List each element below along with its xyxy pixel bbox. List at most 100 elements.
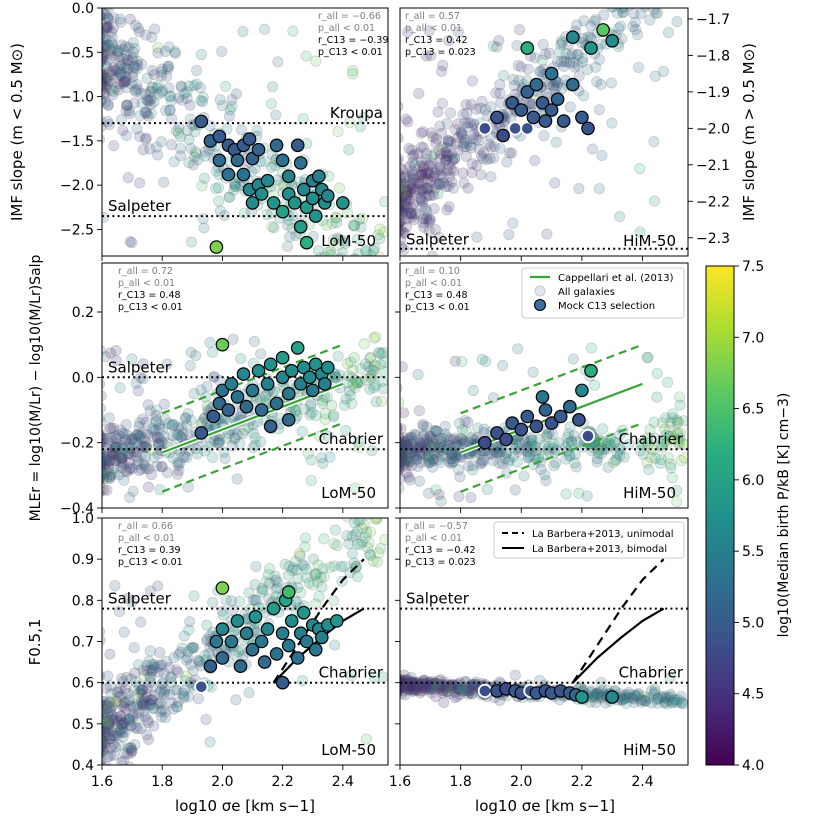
y-tick-label: −2.2 bbox=[696, 194, 730, 210]
all-galaxy-point bbox=[347, 379, 359, 391]
all-galaxy-point bbox=[108, 61, 120, 74]
all-galaxy-point bbox=[432, 179, 444, 191]
c13-galaxy-point bbox=[544, 103, 559, 117]
all-galaxy-point bbox=[437, 680, 449, 692]
all-galaxy-point bbox=[593, 104, 605, 116]
all-galaxy-point bbox=[534, 65, 546, 77]
all-galaxy-point bbox=[152, 697, 164, 709]
all-galaxy-point bbox=[413, 676, 425, 688]
all-galaxy-point bbox=[169, 47, 181, 59]
all-galaxy-point bbox=[427, 679, 439, 691]
all-galaxy-point bbox=[173, 92, 185, 104]
all-galaxy-point bbox=[415, 193, 427, 205]
all-galaxy-point bbox=[457, 685, 469, 697]
all-galaxy-point bbox=[106, 26, 118, 38]
all-galaxy-point bbox=[462, 182, 474, 194]
all-galaxy-point bbox=[132, 707, 144, 719]
all-galaxy-point bbox=[368, 242, 381, 254]
all-galaxy-point bbox=[450, 682, 462, 694]
all-galaxy-point bbox=[104, 705, 117, 717]
all-galaxy-point bbox=[362, 268, 372, 278]
all-galaxy-point bbox=[247, 427, 259, 439]
all-galaxy-point bbox=[140, 29, 152, 41]
all-galaxy-point bbox=[102, 75, 108, 87]
all-galaxy-point bbox=[434, 178, 446, 190]
all-galaxy-point bbox=[107, 89, 119, 101]
all-galaxy-point bbox=[447, 154, 459, 166]
all-galaxy-point bbox=[406, 168, 418, 180]
all-galaxy-point bbox=[417, 196, 429, 208]
all-galaxy-point bbox=[430, 425, 442, 437]
all-galaxy-point bbox=[461, 107, 473, 119]
c13-galaxy-point bbox=[245, 383, 260, 398]
all-galaxy-point bbox=[458, 684, 470, 696]
all-galaxy-point bbox=[400, 460, 405, 472]
all-galaxy-point bbox=[400, 445, 404, 456]
c13-galaxy-point bbox=[538, 403, 553, 417]
all-galaxy-point bbox=[434, 456, 446, 468]
all-galaxy-point bbox=[533, 433, 545, 445]
all-galaxy-point bbox=[146, 31, 158, 43]
all-galaxy-point bbox=[102, 34, 108, 46]
all-galaxy-point bbox=[553, 437, 565, 449]
all-galaxy-point bbox=[635, 695, 647, 707]
all-galaxy-point bbox=[148, 720, 160, 732]
all-galaxy-point bbox=[104, 470, 116, 482]
all-galaxy-point bbox=[108, 738, 120, 751]
all-galaxy-point bbox=[400, 203, 405, 215]
all-galaxy-point bbox=[265, 98, 277, 110]
all-galaxy-point bbox=[179, 450, 191, 462]
all-galaxy-point bbox=[605, 8, 617, 13]
all-galaxy-point bbox=[102, 89, 111, 101]
all-galaxy-point bbox=[179, 88, 191, 100]
reference-label: Salpeter bbox=[406, 590, 470, 608]
all-galaxy-point bbox=[189, 125, 201, 137]
all-galaxy-point bbox=[335, 560, 347, 572]
all-galaxy-point bbox=[102, 451, 105, 461]
all-galaxy-point bbox=[317, 394, 329, 406]
all-galaxy-point bbox=[568, 61, 581, 73]
all-galaxy-point bbox=[352, 518, 364, 527]
all-galaxy-point bbox=[135, 722, 147, 735]
all-galaxy-point bbox=[412, 681, 424, 693]
panel-label: HiM-50 bbox=[623, 741, 676, 759]
all-galaxy-point bbox=[589, 15, 601, 27]
all-galaxy-point bbox=[429, 425, 441, 437]
all-galaxy-point bbox=[405, 179, 417, 191]
all-galaxy-point bbox=[415, 446, 427, 458]
all-galaxy-point bbox=[403, 456, 415, 468]
all-galaxy-point bbox=[141, 665, 153, 677]
all-galaxy-point bbox=[424, 168, 436, 180]
all-galaxy-point bbox=[141, 682, 153, 694]
all-galaxy-point bbox=[632, 61, 645, 73]
all-galaxy-point bbox=[148, 703, 160, 715]
all-galaxy-point bbox=[400, 454, 404, 465]
all-galaxy-point bbox=[427, 461, 439, 473]
all-galaxy-point bbox=[156, 63, 168, 75]
all-galaxy-point bbox=[171, 433, 183, 445]
all-galaxy-point bbox=[663, 430, 675, 442]
all-galaxy-point bbox=[207, 346, 219, 358]
all-galaxy-point bbox=[116, 457, 128, 469]
c13-galaxy-point bbox=[233, 659, 248, 673]
all-galaxy-point bbox=[162, 61, 174, 73]
all-galaxy-point bbox=[270, 109, 282, 121]
c13-galaxy-point bbox=[477, 121, 492, 136]
all-galaxy-point bbox=[404, 474, 416, 486]
axes-frame bbox=[101, 262, 389, 509]
all-galaxy-point bbox=[674, 437, 686, 449]
all-galaxy-point bbox=[363, 268, 373, 278]
all-galaxy-point bbox=[332, 126, 344, 138]
all-galaxy-point bbox=[114, 382, 126, 394]
all-galaxy-point bbox=[448, 165, 460, 177]
all-galaxy-point bbox=[102, 72, 109, 84]
all-galaxy-point bbox=[126, 596, 138, 608]
all-galaxy-point bbox=[366, 445, 378, 457]
all-galaxy-point bbox=[400, 451, 408, 463]
x-tick-label: 2.0 bbox=[211, 774, 233, 790]
all-galaxy-point bbox=[133, 26, 145, 38]
all-galaxy-point bbox=[400, 682, 409, 694]
all-galaxy-point bbox=[122, 748, 134, 760]
all-galaxy-point bbox=[104, 733, 116, 745]
all-galaxy-point bbox=[164, 105, 176, 117]
